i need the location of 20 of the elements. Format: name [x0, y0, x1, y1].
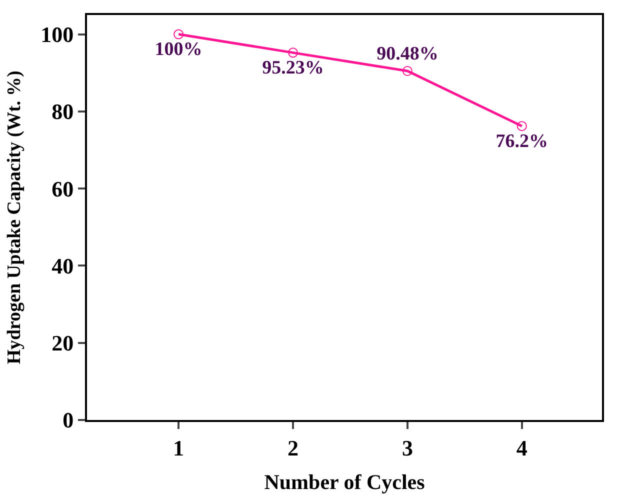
data-label: 100% [154, 39, 202, 60]
x-tick-label: 1 [173, 435, 184, 460]
y-tick-label: 100 [40, 22, 74, 47]
y-tick-label: 0 [62, 408, 74, 433]
point [516, 121, 527, 132]
x-tick-label: 2 [288, 435, 298, 460]
y-tick-label: 80 [52, 99, 74, 124]
data-label: 90.48% [376, 44, 438, 65]
y-axis-title: Hydrogen Uptake Capacity (Wt. %) [4, 70, 25, 364]
x-axis-title: Number of Cycles [264, 470, 425, 494]
y-tick-label: 60 [52, 176, 74, 202]
x-tick-label: 4 [516, 435, 528, 460]
data-label: 76.2% [496, 130, 548, 152]
data-label: 95.23% [262, 58, 324, 79]
point [288, 48, 298, 58]
y-tick-label: 40 [52, 253, 74, 278]
x-tick-label: 3 [402, 435, 413, 460]
point [174, 29, 184, 40]
y-tick-label: 20 [52, 330, 74, 356]
point [402, 66, 412, 76]
